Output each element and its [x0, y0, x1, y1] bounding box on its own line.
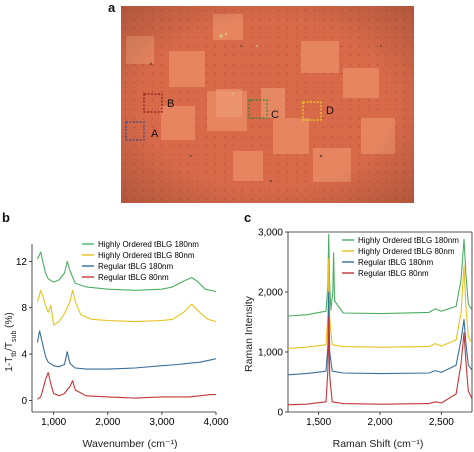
series-line-2 — [287, 291, 473, 376]
chart-b-ylabel: 1-Ttb/Tsub (%) — [4, 312, 18, 371]
series-line-3 — [37, 372, 216, 400]
x-tick-label: 2,000 — [367, 417, 392, 428]
series-line-1 — [36, 289, 217, 326]
y-tick-label: 8 — [21, 303, 27, 314]
legend-label-3: Regular tBLG 80nm — [358, 269, 429, 278]
y-tick-label: 3,000 — [258, 228, 283, 239]
series-line-1 — [287, 257, 473, 349]
raman-spectrum-chart: Raman Intensity Raman Shift (cm⁻¹) 1,500… — [243, 228, 473, 450]
series-line-3 — [287, 316, 473, 406]
micrograph-image: A B C D — [121, 6, 414, 203]
legend-label-0: Highly Ordered tBLG 180nm — [358, 236, 459, 245]
series-line-2 — [36, 330, 217, 370]
chart-b-xlabel: Wavenumber (cm⁻¹) — [83, 438, 178, 450]
ir-spectrum-chart: 1-Ttb/Tsub (%) Wavenumber (cm⁻¹) 1,000 2,… — [4, 240, 229, 450]
legend-label-1: Highly Ordered tBLG 80nm — [358, 247, 455, 256]
series-line-0 — [36, 251, 217, 293]
y-tick-label: 2,000 — [258, 288, 283, 299]
y-tick-label: 0 — [21, 396, 27, 407]
chart-c-xlabel: Raman Shift (cm⁻¹) — [333, 438, 424, 450]
x-tick-label: 3,000 — [149, 417, 174, 428]
x-tick-label: 2,000 — [95, 417, 120, 428]
legend-label-0: Highly Ordered tBLG 180nm — [98, 240, 199, 249]
legend-label-3: Regular tBLG 80nm — [98, 273, 169, 282]
y-tick-label: 1,000 — [258, 348, 283, 359]
x-tick-label: 1,500 — [306, 417, 331, 428]
y-tick-label: 4 — [21, 350, 27, 361]
y-tick-label: 12 — [16, 257, 28, 268]
x-tick-label: 4,000 — [203, 417, 228, 428]
chart-c-ylabel: Raman Intensity — [243, 295, 255, 372]
legend-label-1: Highly Ordered tBLG 80nm — [98, 251, 195, 260]
legend-label-2: Regular tBLG 180nm — [98, 262, 173, 271]
panel-letter-a: a — [108, 0, 116, 15]
panel-letter-b: b — [2, 210, 10, 225]
panel-letter-c: c — [244, 210, 252, 225]
x-tick-label: 2,500 — [429, 417, 454, 428]
legend-label-2: Regular tBLG 180nm — [358, 258, 433, 267]
x-tick-label: 1,000 — [41, 417, 66, 428]
y-tick-label: 0 — [277, 408, 283, 419]
